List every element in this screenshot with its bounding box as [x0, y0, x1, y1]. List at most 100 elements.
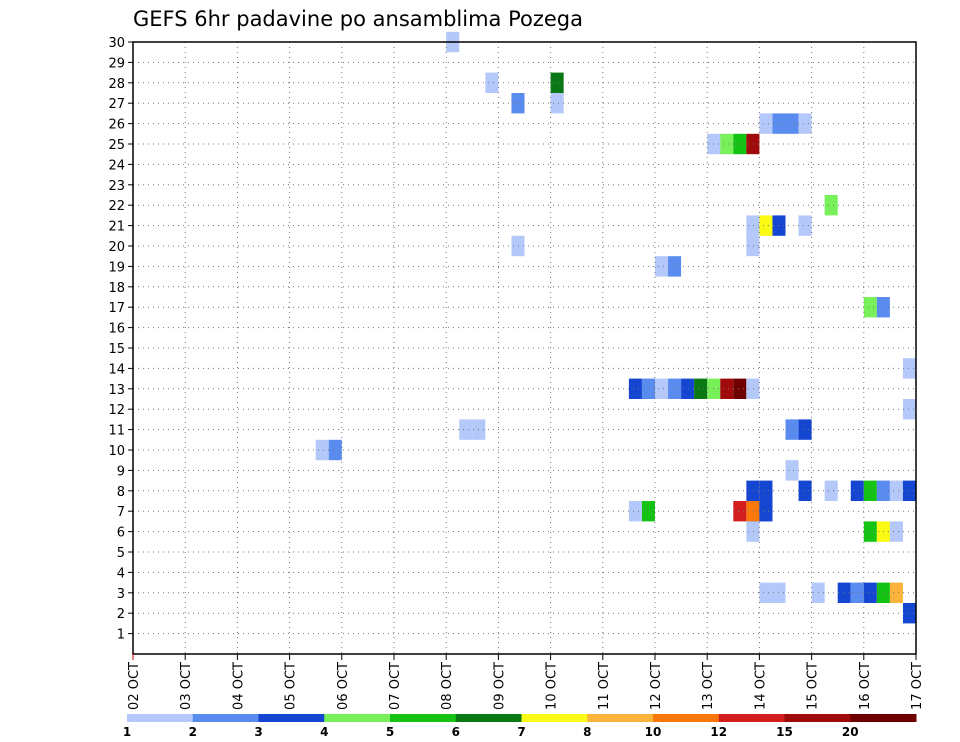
y-tick-label: 17 — [108, 301, 125, 316]
precip-cell — [746, 480, 760, 501]
y-tick-label: 25 — [108, 138, 125, 153]
colorbar-label: 4 — [320, 725, 328, 739]
precip-cell — [550, 93, 564, 114]
x-tick-label: 13 OCT — [701, 662, 716, 710]
precip-cell — [824, 480, 838, 501]
y-tick-label: 29 — [108, 56, 125, 71]
precip-cell — [655, 256, 669, 277]
precip-cell — [459, 419, 473, 440]
y-tick-label: 23 — [108, 179, 125, 194]
x-tick-label: 05 OCT — [284, 662, 299, 710]
x-tick-label: 03 OCT — [179, 662, 194, 710]
colorbar-label: 20 — [842, 725, 859, 739]
precip-cell — [850, 582, 864, 603]
colorbar-label: 2 — [189, 725, 197, 739]
precip-cell — [759, 113, 773, 134]
precip-cell — [759, 582, 773, 603]
colorbar-label: 3 — [254, 725, 262, 739]
precip-cell — [863, 297, 877, 318]
colorbar-swatch — [455, 714, 522, 722]
y-tick-label: 21 — [108, 220, 125, 235]
y-tick-label: 3 — [117, 587, 125, 602]
y-tick-label: 6 — [117, 526, 125, 541]
x-tick-label: 09 OCT — [492, 662, 507, 710]
precip-cell — [759, 480, 773, 501]
y-tick-label: 14 — [108, 362, 125, 377]
colorbar-swatch — [521, 714, 588, 722]
precip-cell — [889, 480, 903, 501]
precip-cell — [733, 501, 747, 522]
precip-cell — [746, 215, 760, 236]
precip-cells — [315, 31, 916, 624]
y-tick-label: 11 — [108, 424, 125, 439]
x-tick-label: 15 OCT — [806, 662, 821, 710]
precip-cell — [889, 521, 903, 542]
y-tick-label: 9 — [117, 464, 125, 479]
colorbar-swatch — [850, 714, 917, 722]
y-tick-label: 24 — [108, 158, 125, 173]
precip-cell — [902, 480, 916, 501]
x-tick-label: 10 OCT — [545, 662, 560, 710]
precip-cell — [798, 113, 812, 134]
x-tick-label: 17 OCT — [910, 662, 925, 710]
colorbar-swatch — [390, 714, 457, 722]
y-tick-label: 7 — [117, 505, 125, 520]
y-tick-label: 22 — [108, 199, 125, 214]
precip-cell — [733, 378, 747, 399]
precip-cell — [681, 378, 695, 399]
y-tick-label: 4 — [117, 566, 125, 581]
precip-cell — [863, 480, 877, 501]
precip-cell — [550, 72, 564, 93]
colorbar-swatch — [653, 714, 720, 722]
colorbar-swatch — [718, 714, 785, 722]
precip-cell — [668, 378, 682, 399]
precip-cell — [759, 501, 773, 522]
x-tick-label: 06 OCT — [336, 662, 351, 710]
precip-cell — [902, 399, 916, 420]
y-tick-label: 18 — [108, 281, 125, 296]
precip-cell — [668, 256, 682, 277]
y-tick-label: 20 — [108, 240, 125, 255]
y-axis: 1234567891011121314151617181920212223242… — [108, 36, 133, 643]
precip-cell — [694, 378, 708, 399]
y-tick-label: 19 — [108, 260, 125, 275]
colorbar-label: 8 — [583, 725, 591, 739]
precip-cell — [798, 480, 812, 501]
colorbar-label: 15 — [776, 725, 793, 739]
colorbar-label: 6 — [452, 725, 460, 739]
precip-cell — [628, 378, 642, 399]
colorbar-label: 10 — [645, 725, 662, 739]
colorbar-swatch — [324, 714, 391, 722]
precip-cell — [733, 133, 747, 155]
precip-cell — [628, 501, 642, 522]
x-tick-label: 07 OCT — [388, 662, 403, 710]
x-tick-label: 16 OCT — [858, 662, 873, 710]
precip-cell — [746, 521, 760, 542]
colorbar-swatch — [192, 714, 259, 722]
x-tick-label: 04 OCT — [231, 662, 246, 710]
precip-cell — [511, 93, 525, 114]
colorbar-swatch — [127, 714, 194, 722]
precip-cell — [902, 603, 916, 624]
colorbar-label: 12 — [710, 725, 727, 739]
colorbar-swatch — [258, 714, 325, 722]
x-axis: 02 OCT 03 OCT 04 OCT 05 OCT 06 OCT 07 OCT 08 O… — [127, 654, 925, 710]
precip-cell — [315, 439, 329, 461]
precip-cell — [746, 378, 760, 399]
y-tick-label: 30 — [108, 36, 125, 51]
precip-cell — [720, 133, 734, 155]
precip-cell — [837, 582, 851, 603]
colorbar-label: 5 — [386, 725, 394, 739]
precip-cell — [759, 215, 773, 236]
precip-cell — [328, 439, 342, 461]
y-tick-label: 16 — [108, 322, 125, 337]
y-tick-label: 28 — [108, 77, 125, 92]
y-tick-label: 5 — [117, 546, 125, 561]
y-tick-label: 2 — [117, 607, 125, 622]
precip-cell — [863, 582, 877, 603]
precip-cell — [785, 460, 799, 481]
x-tick-label: 14 OCT — [753, 662, 768, 710]
y-tick-label: 12 — [108, 403, 125, 418]
precip-cell — [746, 501, 760, 522]
